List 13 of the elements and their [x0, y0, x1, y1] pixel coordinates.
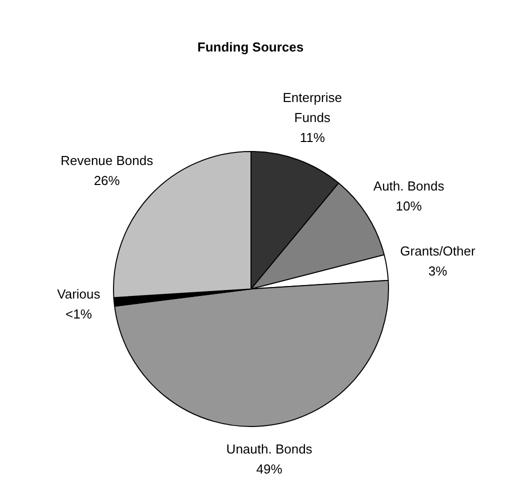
slice-label: Various: [57, 286, 101, 302]
slice-label: Enterprise Funds: [282, 90, 342, 125]
data-label: <1%: [66, 306, 92, 322]
slice-label: Auth. Bonds: [373, 178, 445, 194]
data-label: 11%: [300, 130, 326, 145]
chart-title: Funding Sources: [197, 40, 304, 55]
data-label: 26%: [94, 173, 120, 188]
data-label: 3%: [428, 264, 448, 279]
data-label: 49%: [256, 461, 283, 476]
slice-label: Revenue Bonds: [60, 153, 154, 168]
slice-label: Unauth. Bonds: [226, 441, 313, 456]
data-label: 10%: [396, 198, 422, 214]
slice-label: Grants/Other: [400, 244, 476, 259]
